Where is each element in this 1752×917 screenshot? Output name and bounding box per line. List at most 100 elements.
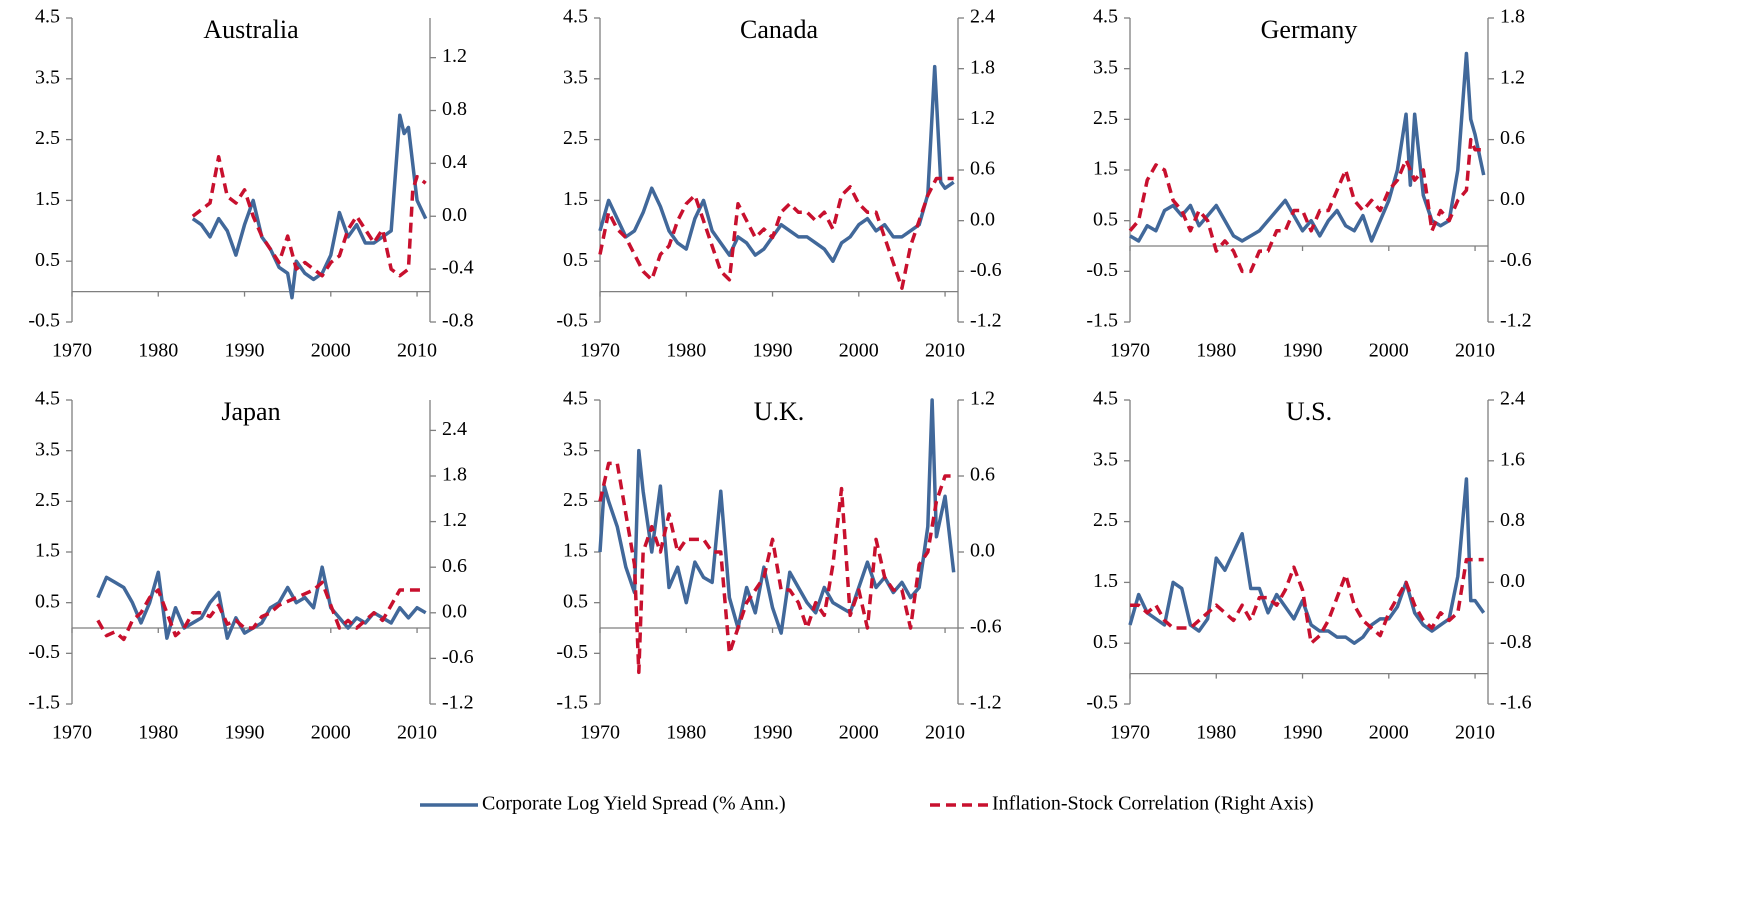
y-tick-label: 4.5 — [563, 388, 588, 410]
y2-tick-label: 0.4 — [442, 151, 467, 173]
x-tick-label: 1990 — [1283, 340, 1323, 362]
y2-tick-label: 0.8 — [1500, 509, 1525, 531]
x-tick-label: 1990 — [225, 340, 265, 362]
y-tick-label: 1.5 — [1093, 570, 1118, 592]
series-line — [1128, 477, 1486, 645]
x-tick-label: 2000 — [1369, 340, 1409, 362]
y2-tick-label: -1.2 — [970, 310, 1002, 332]
y2-tick-label: -0.6 — [970, 616, 1002, 638]
series-line-y2 — [598, 176, 954, 290]
y-tick-label: 2.5 — [1093, 107, 1118, 129]
y-tick-label: 2.5 — [1093, 509, 1118, 531]
y-tick-label: 0.5 — [563, 590, 588, 612]
y2-tick-label: 0.6 — [442, 555, 467, 577]
y-tick-label: 0.5 — [1093, 631, 1118, 653]
panel-title: U.S. — [1286, 397, 1332, 426]
series-line-y2 — [598, 461, 954, 675]
x-tick-label: 2010 — [397, 722, 437, 744]
y2-tick-label: -1.2 — [442, 692, 474, 714]
panel: U.S. -0.5 0.5 1.5 2.5 3.5 4.5 -1.6 -0.8 0.0 0.8 1.6… — [1086, 388, 1531, 744]
y2-tick-label: 1.2 — [970, 388, 995, 410]
y-tick-label: 3.5 — [563, 66, 588, 88]
x-tick-label: 1990 — [753, 340, 793, 362]
x-tick-label: 1990 — [1283, 722, 1323, 744]
y2-tick-label: 1.8 — [442, 464, 467, 486]
x-tick-label: 1980 — [1196, 722, 1236, 744]
series-line-y2 — [191, 155, 427, 278]
panel: Australia -0.5 0.5 1.5 2.5 3.5 4.5 -0.8 -0.4 0.0 0… — [28, 6, 473, 362]
panel-title: Canada — [740, 15, 818, 44]
panel: Canada -0.5 0.5 1.5 2.5 3.5 4.5 -1.2 -0.6 0.0 0.6 1… — [556, 6, 1001, 362]
y2-tick-label: 0.6 — [970, 464, 995, 486]
panel-title: Germany — [1261, 15, 1358, 44]
series-line-y2 — [1130, 557, 1484, 645]
y2-tick-label: -0.8 — [1500, 631, 1532, 653]
panel: U.K. -1.5 -0.5 0.5 1.5 2.5 3.5 4.5 -1.2 -0.6 0.0 0.… — [556, 388, 1001, 744]
y2-tick-label: -1.6 — [1500, 692, 1532, 714]
y-tick-label: 0.5 — [35, 249, 60, 271]
panel: Germany -1.5 -0.5 0.5 1.5 2.5 3.5 4.5 -1.2 -0.6 0.… — [1086, 6, 1531, 362]
y-tick-label: -1.5 — [28, 692, 60, 714]
y-tick-label: 4.5 — [1093, 6, 1118, 28]
panel-title: U.K. — [754, 397, 805, 426]
y2-tick-label: 2.4 — [442, 418, 467, 440]
x-tick-label: 2010 — [925, 340, 965, 362]
y2-tick-label: 0.6 — [970, 158, 995, 180]
y-tick-label: 4.5 — [1093, 388, 1118, 410]
x-tick-label: 1970 — [580, 340, 620, 362]
y-tick-label: 4.5 — [35, 388, 60, 410]
panel: Japan -1.5 -0.5 0.5 1.5 2.5 3.5 4.5 -1.2 -0.6 0.0 0… — [28, 388, 473, 744]
series-line — [191, 113, 428, 300]
y-tick-label: -0.5 — [1086, 692, 1118, 714]
x-tick-label: 1970 — [580, 722, 620, 744]
panel-title: Japan — [221, 397, 280, 426]
series-line-y2 — [96, 580, 426, 642]
y2-tick-label: 1.2 — [442, 509, 467, 531]
y-tick-label: 4.5 — [563, 6, 588, 28]
y-tick-label: 1.5 — [1093, 158, 1118, 180]
x-tick-label: 1980 — [138, 722, 178, 744]
x-tick-label: 1980 — [138, 340, 178, 362]
x-tick-label: 2000 — [1369, 722, 1409, 744]
legend-label: Corporate Log Yield Spread (% Ann.) — [482, 793, 786, 815]
y-tick-label: 3.5 — [35, 438, 60, 460]
x-tick-label: 1980 — [666, 722, 706, 744]
y-tick-label: 1.5 — [35, 540, 60, 562]
y-tick-label: -0.5 — [28, 310, 60, 332]
y2-tick-label: 0.6 — [1500, 127, 1525, 149]
y-tick-label: 0.5 — [35, 590, 60, 612]
y-tick-label: 1.5 — [563, 540, 588, 562]
y-tick-label: -1.5 — [1086, 310, 1118, 332]
y-tick-label: 3.5 — [563, 438, 588, 460]
y-tick-label: 1.5 — [563, 188, 588, 210]
y2-tick-label: -0.6 — [442, 646, 474, 668]
y-tick-label: -0.5 — [1086, 259, 1118, 281]
y-tick-label: 2.5 — [563, 489, 588, 511]
x-tick-label: 1970 — [52, 722, 92, 744]
y2-tick-label: 2.4 — [970, 6, 995, 28]
y-tick-label: 3.5 — [1093, 56, 1118, 78]
y2-tick-label: -0.6 — [1500, 249, 1532, 271]
x-tick-label: 2000 — [839, 722, 879, 744]
x-tick-label: 2000 — [839, 340, 879, 362]
y2-tick-label: 0.0 — [970, 540, 995, 562]
x-tick-label: 2010 — [1455, 340, 1495, 362]
y2-tick-label: -0.8 — [442, 310, 474, 332]
y2-tick-label: 1.2 — [442, 45, 467, 67]
series-line — [598, 64, 955, 263]
y-tick-label: 2.5 — [35, 127, 60, 149]
x-tick-label: 2010 — [1455, 722, 1495, 744]
y-tick-label: 2.5 — [563, 127, 588, 149]
x-tick-label: 1990 — [753, 722, 793, 744]
y2-tick-label: 0.0 — [442, 600, 467, 622]
y-tick-label: -0.5 — [556, 310, 588, 332]
x-tick-label: 1970 — [1110, 340, 1150, 362]
y2-tick-label: -1.2 — [1500, 310, 1532, 332]
y-tick-label: 0.5 — [563, 249, 588, 271]
y2-tick-label: 0.0 — [970, 208, 995, 230]
series-line-y2 — [1128, 137, 1484, 274]
y-tick-label: -0.5 — [28, 641, 60, 663]
legend-label: Inflation-Stock Correlation (Right Axis) — [992, 793, 1314, 815]
x-tick-label: 1970 — [52, 340, 92, 362]
